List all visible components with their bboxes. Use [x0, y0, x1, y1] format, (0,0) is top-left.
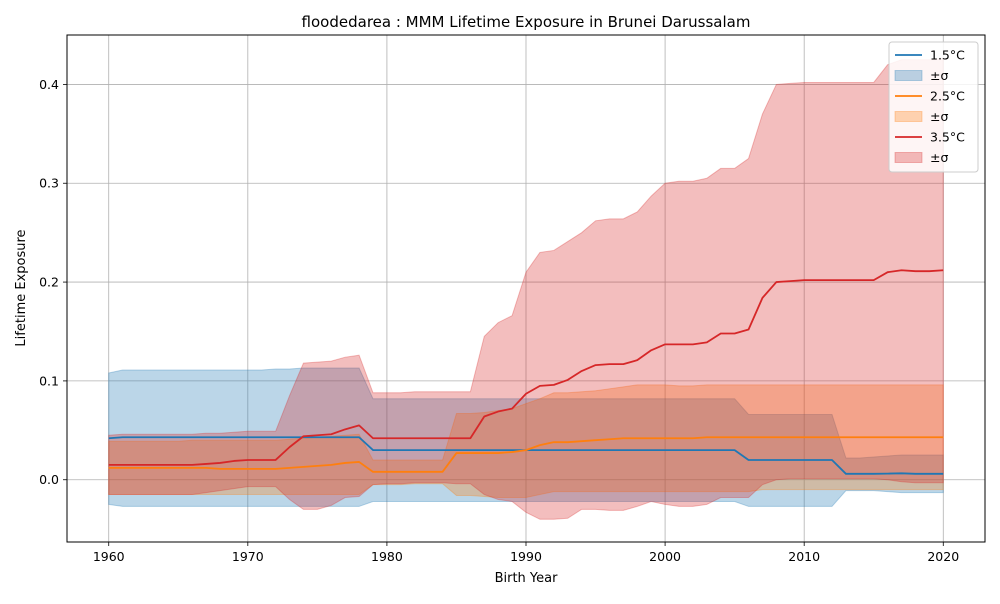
legend-band-label: ±σ [930, 109, 948, 124]
x-tick-label: 2020 [927, 549, 959, 564]
y-tick-label: 0.2 [39, 275, 59, 290]
legend-band-label: ±σ [930, 150, 948, 165]
line-series-3 [108, 269, 944, 466]
x-axis-title: Birth Year [495, 571, 559, 586]
legend-band-swatch [894, 111, 923, 122]
band-series-2 [108, 384, 944, 499]
y-tick-label: 0.0 [39, 472, 59, 487]
bands [108, 58, 944, 520]
legend-band-swatch [894, 70, 923, 81]
legend-label: 3.5°C [930, 130, 965, 145]
x-axis: 1960 1970 1980 1990 2000 2010 2020 [93, 542, 959, 564]
x-tick-label: 1990 [510, 549, 542, 564]
x-tick-label: 1960 [93, 549, 125, 564]
x-tick-label: 1980 [371, 549, 403, 564]
y-tick-label: 0.3 [39, 176, 59, 191]
legend-label: 1.5°C [930, 48, 965, 63]
x-tick-label: 2000 [649, 549, 681, 564]
x-tick-label: 2010 [788, 549, 820, 564]
y-tick-label: 0.4 [39, 77, 59, 92]
line-series-2 [108, 436, 944, 473]
x-tick-label: 1970 [232, 549, 264, 564]
y-tick-label: 0.1 [39, 373, 59, 388]
grid [67, 35, 985, 542]
lines [108, 269, 944, 475]
band-series-1 [108, 367, 944, 507]
y-axis-title: Lifetime Exposure [14, 229, 29, 346]
y-axis: 0.0 0.1 0.2 0.3 0.4 [39, 77, 67, 487]
legend-box [888, 41, 979, 173]
legend-band-swatch [894, 152, 923, 163]
legend-band-label: ±σ [930, 68, 948, 83]
legend-label: 2.5°C [930, 89, 965, 104]
legend: 1.5°C ±σ 2.5°C ±σ 3.5°C ±σ [888, 41, 979, 173]
band-series-3 [108, 58, 944, 520]
chart-title: floodedarea : MMM Lifetime Exposure in B… [302, 13, 751, 31]
